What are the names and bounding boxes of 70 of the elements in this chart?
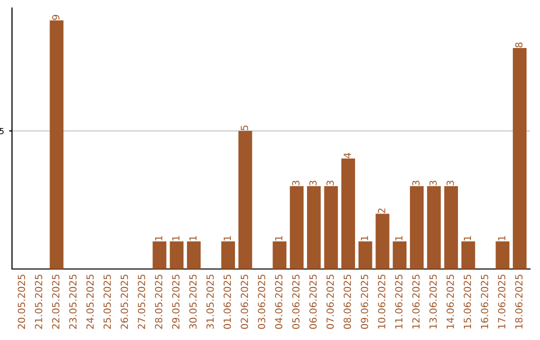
data-label: 1 <box>172 236 180 240</box>
data-label: 5 <box>240 126 248 130</box>
x-tick-label: 17.06.2025 <box>498 274 506 328</box>
x-tick-label: 16.06.2025 <box>480 274 488 328</box>
x-tick-label: 21.05.2025 <box>34 274 42 329</box>
x-tick-label: 14.06.2025 <box>446 274 454 328</box>
data-label: 1 <box>189 236 196 240</box>
x-tick-label: 26.05.2025 <box>120 274 128 329</box>
data-label: 1 <box>395 236 402 240</box>
bar <box>238 130 252 269</box>
x-tick-label: 04.06.2025 <box>275 274 282 329</box>
bar <box>170 241 184 269</box>
bar <box>221 241 235 269</box>
bar <box>307 186 321 269</box>
x-tick-label: 01.06.2025 <box>224 274 231 329</box>
x-tick-label: 25.05.2025 <box>104 274 111 329</box>
bar <box>376 214 390 269</box>
x-tick-label: 29.05.2025 <box>172 274 180 329</box>
bar <box>272 241 286 269</box>
data-label: 1 <box>275 236 282 240</box>
x-tick-label: 05.06.2025 <box>292 274 300 329</box>
x-tick-label: 07.06.2025 <box>326 274 334 329</box>
x-tick-label: 10.06.2025 <box>378 274 386 328</box>
bar <box>50 20 64 269</box>
x-tick-label: 03.06.2025 <box>258 274 266 329</box>
data-label: 3 <box>429 180 437 186</box>
data-label: 1 <box>155 236 162 240</box>
bar <box>444 186 458 269</box>
data-label: 1 <box>464 236 471 240</box>
x-tick-label: 20.05.2025 <box>18 274 26 329</box>
data-label: 4 <box>344 152 351 158</box>
bar <box>392 241 407 269</box>
data-label: 9 <box>52 14 60 20</box>
bar <box>324 186 338 269</box>
data-label: 1 <box>360 236 368 240</box>
data-label: 3 <box>292 180 300 186</box>
x-tick-label: 30.05.2025 <box>189 274 197 329</box>
bar <box>152 241 166 269</box>
x-tick-label: 22.05.2025 <box>52 274 60 329</box>
bar <box>290 186 304 269</box>
x-tick-label: 06.06.2025 <box>309 274 317 329</box>
x-tick-label: 09.06.2025 <box>360 274 368 329</box>
x-tick-label: 27.05.2025 <box>138 274 146 329</box>
data-label: 3 <box>309 180 317 186</box>
bar <box>461 241 476 269</box>
data-label: 8 <box>515 42 523 48</box>
bar <box>410 186 424 269</box>
x-tick-label: 02.06.2025 <box>240 274 248 329</box>
x-tick-label: 15.06.2025 <box>464 274 472 328</box>
data-label: 3 <box>412 180 420 186</box>
x-tick-label: 11.06.2025 <box>395 274 402 328</box>
x-tick-label: 13.06.2025 <box>429 274 437 328</box>
x-tick-label: 23.05.2025 <box>69 274 77 329</box>
x-tick-label: 24.05.2025 <box>86 274 94 329</box>
data-label: 1 <box>224 236 231 240</box>
x-tick-label: 12.06.2025 <box>412 274 420 328</box>
x-tick-label: 18.06.2025 <box>515 274 523 328</box>
bar <box>358 241 372 269</box>
bar <box>512 48 527 269</box>
bar <box>186 241 201 269</box>
bar <box>341 158 356 269</box>
x-tick-label: 31.05.2025 <box>206 274 214 329</box>
bar <box>427 186 441 269</box>
x-tick-label: 28.05.2025 <box>154 274 162 329</box>
data-label: 3 <box>326 180 334 186</box>
data-label: 1 <box>498 236 506 240</box>
data-label: 3 <box>446 180 454 186</box>
x-tick-label: 08.06.2025 <box>344 274 352 329</box>
data-label: 2 <box>378 208 386 214</box>
bar <box>496 241 510 269</box>
